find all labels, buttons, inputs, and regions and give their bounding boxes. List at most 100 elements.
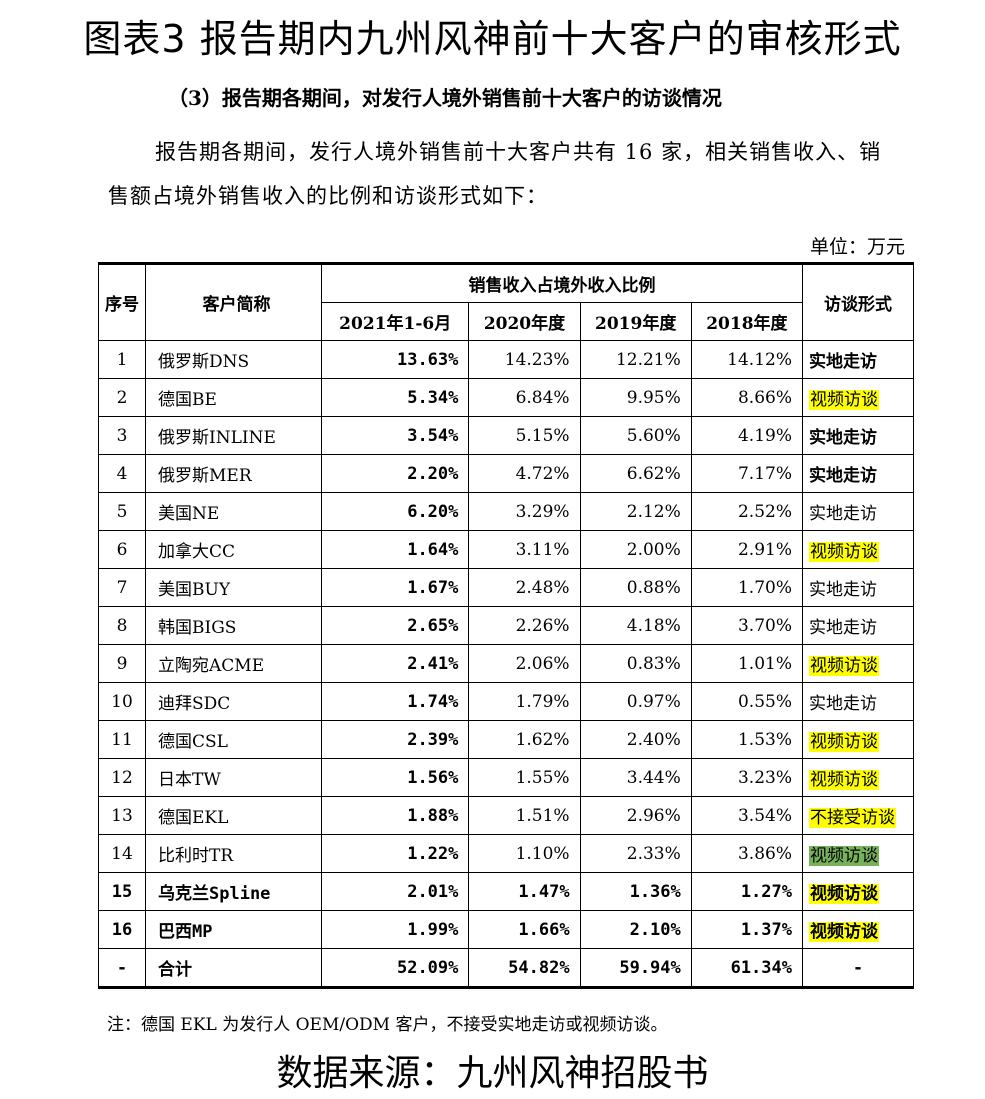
cell-ratio-2020: 3.29% [468,492,581,531]
cell-customer: 迪拜SDC [145,682,322,721]
cell-interview-form: 视频访谈 [802,530,914,569]
interview-form-label: 视频访谈 [809,846,879,866]
cell-index: 3 [98,416,146,455]
cell-index: 9 [98,644,146,683]
cell-ratio-2018: 2.52% [690,492,804,531]
interview-form-label: 视频访谈 [809,656,879,676]
cell-ratio-2019: 2.33% [579,834,692,873]
header-ratio-group: 销售收入占境外收入比例 [321,262,803,303]
cell-index: 16 [98,910,146,949]
cell-customer: 德国CSL [145,720,322,759]
cell-ratio-2018: 61.34% [690,948,804,989]
cell-ratio-2021h1: 2.20% [320,454,470,493]
cell-index: 11 [98,720,146,759]
cell-ratio-2021h1: 1.22% [320,834,470,873]
cell-ratio-2020: 2.06% [468,644,581,683]
table-row: 5 美国NE 6.20% 3.29% 2.12% 2.52% 实地走访 [98,492,914,531]
interview-form-label: 视频访谈 [809,922,879,942]
cell-interview-form: 视频访谈 [802,758,914,797]
cell-customer: 乌克兰Spline [145,872,322,911]
cell-customer: 美国BUY [145,568,322,607]
interview-form-label: 视频访谈 [809,542,879,562]
cell-interview-form: - [802,948,914,989]
cell-ratio-2018: 1.37% [690,910,804,949]
table-row: 9 立陶宛ACME 2.41% 2.06% 0.83% 1.01% 视频访谈 [98,644,914,683]
page-title: 图表3 报告期内九州风神前十大客户的审核形式 [83,17,902,61]
header-period: 2020年度 [468,302,581,341]
cell-ratio-2019: 2.96% [579,796,692,835]
cell-customer: 德国BE [145,378,322,417]
cell-customer: 俄罗斯INLINE [145,416,322,455]
cell-index: 14 [98,834,146,873]
header-period: 2021年1-6月 [320,302,470,341]
cell-ratio-2018: 3.86% [690,834,804,873]
cell-interview-form: 实地走访 [802,606,914,645]
data-source: 数据来源：九州风神招股书 [276,1053,709,1094]
cell-ratio-2021h1: 1.56% [320,758,470,797]
cell-customer: 俄罗斯MER [145,454,322,493]
interview-form-label: 视频访谈 [809,732,879,752]
cell-interview-form: 实地走访 [802,568,914,607]
cell-ratio-2021h1: 2.39% [320,720,470,759]
interview-form-label: 实地走访 [809,504,877,524]
interview-form-label: 视频访谈 [809,770,879,790]
table-row: 2 德国BE 5.34% 6.84% 9.95% 8.66% 视频访谈 [98,378,914,417]
intro-paragraph-line-2: 售额占境外销售收入的比例和访谈形式如下： [108,184,548,208]
cell-customer: 巴西MP [145,910,322,949]
cell-ratio-2021h1: 1.99% [320,910,470,949]
cell-ratio-2021h1: 2.65% [320,606,470,645]
cell-ratio-2019: 6.62% [579,454,692,493]
header-period: 2019年度 [579,302,692,341]
cell-interview-form: 实地走访 [802,454,914,493]
interview-form-label: - [852,957,864,978]
cell-ratio-2018: 1.70% [690,568,804,607]
table-note: 注：德国 EKL 为发行人 OEM/ODM 客户，不接受实地走访或视频访谈。 [107,1015,668,1035]
cell-ratio-2021h1: 1.64% [320,530,470,569]
table-row: 10 迪拜SDC 1.74% 1.79% 0.97% 0.55% 实地走访 [98,682,914,721]
cell-ratio-2018: 1.01% [690,644,804,683]
cell-ratio-2018: 0.55% [690,682,804,721]
cell-ratio-2018: 1.53% [690,720,804,759]
cell-interview-form: 视频访谈 [802,834,914,873]
table-row: 15 乌克兰Spline 2.01% 1.47% 1.36% 1.27% 视频访谈 [98,872,914,911]
cell-interview-form: 视频访谈 [802,910,914,949]
cell-interview-form: 视频访谈 [802,872,914,911]
cell-ratio-2019: 12.21% [579,340,692,379]
cell-ratio-2021h1: 5.34% [320,378,470,417]
cell-ratio-2020: 1.62% [468,720,581,759]
table-row: 1 俄罗斯DNS 13.63% 14.23% 12.21% 14.12% 实地走访 [98,340,914,379]
table-row: 14 比利时TR 1.22% 1.10% 2.33% 3.86% 视频访谈 [98,834,914,873]
cell-customer: 俄罗斯DNS [145,340,322,379]
table-row: 6 加拿大CC 1.64% 3.11% 2.00% 2.91% 视频访谈 [98,530,914,569]
cell-ratio-2019: 2.10% [579,910,692,949]
header-interview-form: 访谈形式 [802,262,914,341]
cell-interview-form: 视频访谈 [802,378,914,417]
header-index: 序号 [98,262,146,341]
cell-ratio-2019: 2.40% [579,720,692,759]
header-customer: 客户简称 [145,262,322,341]
interview-form-label: 实地走访 [809,466,877,486]
cell-ratio-2018: 7.17% [690,454,804,493]
cell-ratio-2018: 3.23% [690,758,804,797]
cell-ratio-2018: 8.66% [690,378,804,417]
cell-ratio-2021h1: 1.74% [320,682,470,721]
cell-index: 8 [98,606,146,645]
cell-index: 12 [98,758,146,797]
cell-ratio-2020: 5.15% [468,416,581,455]
cell-ratio-2019: 3.44% [579,758,692,797]
interview-form-label: 视频访谈 [809,884,879,904]
cell-ratio-2019: 1.36% [579,872,692,911]
cell-index: 1 [98,340,146,379]
table-row: 11 德国CSL 2.39% 1.62% 2.40% 1.53% 视频访谈 [98,720,914,759]
cell-interview-form: 实地走访 [802,416,914,455]
table-row: 4 俄罗斯MER 2.20% 4.72% 6.62% 7.17% 实地走访 [98,454,914,493]
table-row: 3 俄罗斯INLINE 3.54% 5.15% 5.60% 4.19% 实地走访 [98,416,914,455]
cell-customer: 德国EKL [145,796,322,835]
cell-ratio-2020: 1.10% [468,834,581,873]
cell-ratio-2019: 2.00% [579,530,692,569]
cell-ratio-2020: 4.72% [468,454,581,493]
cell-interview-form: 不接受访谈 [802,796,914,835]
cell-ratio-2018: 1.27% [690,872,804,911]
cell-ratio-2020: 1.47% [468,872,581,911]
header-period: 2018年度 [690,302,804,341]
